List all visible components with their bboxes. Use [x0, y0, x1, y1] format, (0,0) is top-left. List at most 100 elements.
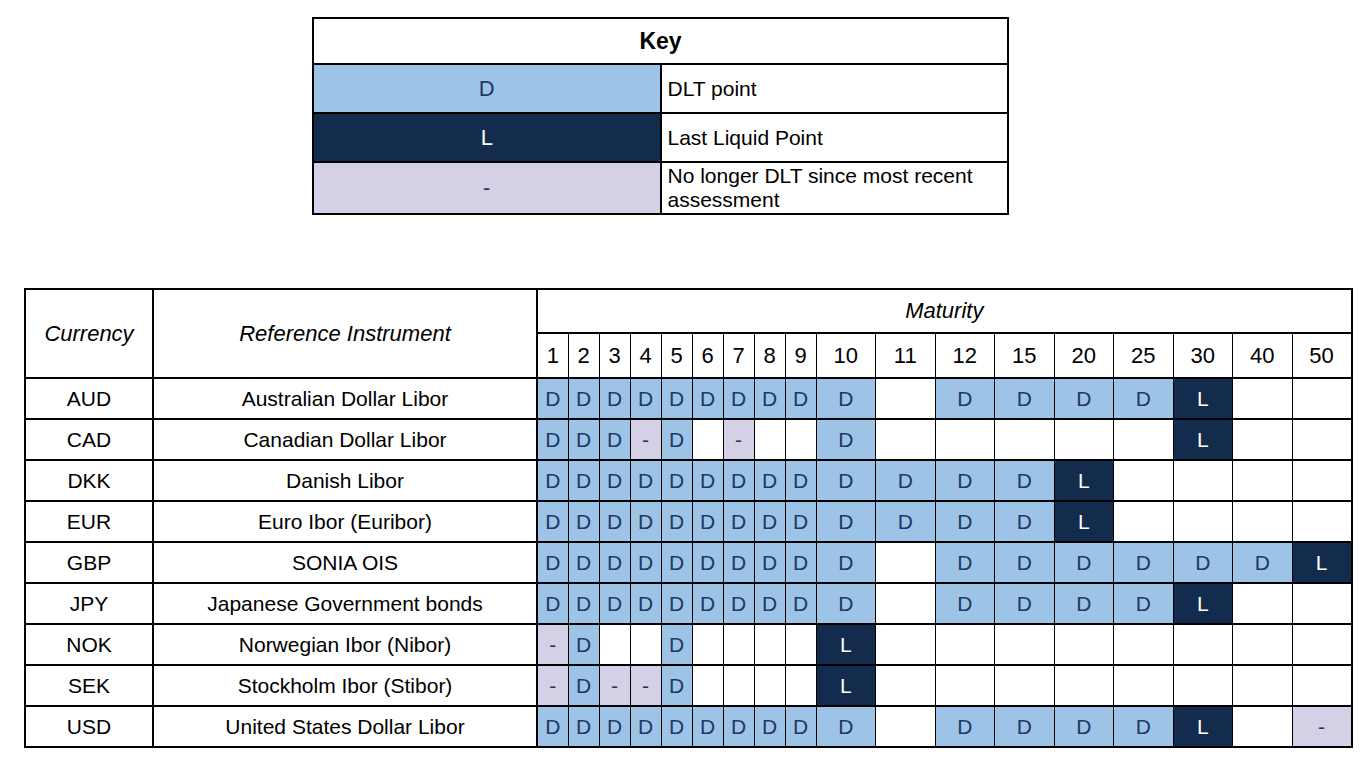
cell-AUD-5: D	[661, 378, 692, 419]
maturity-header-6: 6	[692, 333, 723, 378]
cell-DKK-9: D	[785, 460, 816, 501]
cell-USD-25: D	[1114, 706, 1174, 747]
cell-CAD-11	[876, 419, 936, 460]
table-row-USD: USDUnited States Dollar LiborDDDDDDDDDDD…	[25, 706, 1352, 747]
instrument-cell: United States Dollar Libor	[153, 706, 537, 747]
cell-USD-1: D	[537, 706, 568, 747]
cell-DKK-30	[1173, 460, 1233, 501]
maturity-header-50: 50	[1292, 333, 1352, 378]
instrument-cell: Japanese Government bonds	[153, 583, 537, 624]
cell-CAD-8	[754, 419, 785, 460]
cell-GBP-2: D	[568, 542, 599, 583]
cell-DKK-10: D	[816, 460, 876, 501]
cell-GBP-4: D	[630, 542, 661, 583]
maturity-header-10: 10	[816, 333, 876, 378]
cell-JPY-25: D	[1114, 583, 1174, 624]
maturity-header-25: 25	[1114, 333, 1174, 378]
cell-JPY-20: D	[1054, 583, 1114, 624]
cell-SEK-50	[1292, 665, 1352, 706]
cell-CAD-15	[995, 419, 1055, 460]
cell-DKK-15: D	[995, 460, 1055, 501]
cell-GBP-6: D	[692, 542, 723, 583]
cell-GBP-12: D	[935, 542, 995, 583]
cell-JPY-30: L	[1173, 583, 1233, 624]
cell-EUR-10: D	[816, 501, 876, 542]
cell-JPY-5: D	[661, 583, 692, 624]
instrument-cell: Australian Dollar Libor	[153, 378, 537, 419]
cell-DKK-12: D	[935, 460, 995, 501]
cell-EUR-25	[1114, 501, 1174, 542]
cell-EUR-6: D	[692, 501, 723, 542]
key-row: -No longer DLT since most recent assessm…	[313, 162, 1008, 214]
maturity-table: Currency Reference Instrument Maturity 1…	[24, 288, 1353, 748]
cell-SEK-3: -	[599, 665, 630, 706]
cell-USD-40	[1233, 706, 1293, 747]
cell-EUR-2: D	[568, 501, 599, 542]
cell-NOK-8	[754, 624, 785, 665]
cell-GBP-40: D	[1233, 542, 1293, 583]
cell-NOK-4	[630, 624, 661, 665]
maturity-header-1: 1	[537, 333, 568, 378]
cell-JPY-12: D	[935, 583, 995, 624]
cell-EUR-1: D	[537, 501, 568, 542]
maturity-header-5: 5	[661, 333, 692, 378]
cell-AUD-30: L	[1173, 378, 1233, 419]
cell-NOK-1: -	[537, 624, 568, 665]
cell-NOK-10: L	[816, 624, 876, 665]
cell-DKK-8: D	[754, 460, 785, 501]
cell-GBP-1: D	[537, 542, 568, 583]
maturity-header-9: 9	[785, 333, 816, 378]
cell-CAD-3: D	[599, 419, 630, 460]
key-row: DDLT point	[313, 64, 1008, 113]
instrument-cell: Euro Ibor (Euribor)	[153, 501, 537, 542]
cell-CAD-7: -	[723, 419, 754, 460]
cell-SEK-9	[785, 665, 816, 706]
cell-GBP-11	[876, 542, 936, 583]
cell-SEK-1: -	[537, 665, 568, 706]
cell-EUR-12: D	[935, 501, 995, 542]
cell-SEK-11	[876, 665, 936, 706]
cell-CAD-6	[692, 419, 723, 460]
cell-CAD-30: L	[1173, 419, 1233, 460]
instrument-cell: Norwegian Ibor (Nibor)	[153, 624, 537, 665]
cell-EUR-11: D	[876, 501, 936, 542]
cell-JPY-8: D	[754, 583, 785, 624]
cell-JPY-1: D	[537, 583, 568, 624]
cell-NOK-9	[785, 624, 816, 665]
maturity-group-header: Maturity	[537, 289, 1352, 333]
cell-GBP-50: L	[1292, 542, 1352, 583]
cell-SEK-7	[723, 665, 754, 706]
cell-JPY-15: D	[995, 583, 1055, 624]
currency-cell: JPY	[25, 583, 153, 624]
cell-SEK-30	[1173, 665, 1233, 706]
cell-USD-10: D	[816, 706, 876, 747]
cell-DKK-25	[1114, 460, 1174, 501]
cell-USD-50: -	[1292, 706, 1352, 747]
cell-AUD-25: D	[1114, 378, 1174, 419]
key-symbol-swatch: D	[313, 64, 661, 113]
cell-AUD-15: D	[995, 378, 1055, 419]
maturity-header-2: 2	[568, 333, 599, 378]
table-row-GBP: GBPSONIA OISDDDDDDDDDDDDDDDDL	[25, 542, 1352, 583]
cell-CAD-10: D	[816, 419, 876, 460]
maturity-header-40: 40	[1233, 333, 1293, 378]
cell-USD-2: D	[568, 706, 599, 747]
cell-SEK-5: D	[661, 665, 692, 706]
cell-GBP-5: D	[661, 542, 692, 583]
maturity-header-11: 11	[876, 333, 936, 378]
table-row-EUR: EUREuro Ibor (Euribor)DDDDDDDDDDDDDL	[25, 501, 1352, 542]
maturity-header-7: 7	[723, 333, 754, 378]
cell-USD-6: D	[692, 706, 723, 747]
maturity-header-4: 4	[630, 333, 661, 378]
cell-NOK-2: D	[568, 624, 599, 665]
key-row: LLast Liquid Point	[313, 113, 1008, 162]
cell-NOK-7	[723, 624, 754, 665]
cell-EUR-40	[1233, 501, 1293, 542]
cell-NOK-11	[876, 624, 936, 665]
cell-DKK-2: D	[568, 460, 599, 501]
cell-NOK-30	[1173, 624, 1233, 665]
cell-USD-30: L	[1173, 706, 1233, 747]
key-symbol-swatch: L	[313, 113, 661, 162]
cell-JPY-3: D	[599, 583, 630, 624]
cell-USD-3: D	[599, 706, 630, 747]
